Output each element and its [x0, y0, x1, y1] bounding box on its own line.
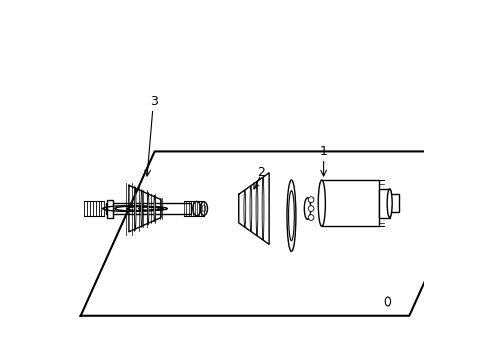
Ellipse shape	[244, 190, 245, 227]
FancyBboxPatch shape	[322, 180, 379, 226]
Circle shape	[308, 206, 314, 211]
Ellipse shape	[202, 205, 206, 212]
Ellipse shape	[262, 177, 264, 240]
Text: 1: 1	[319, 145, 327, 158]
Ellipse shape	[287, 180, 296, 251]
Ellipse shape	[250, 186, 252, 231]
FancyBboxPatch shape	[106, 203, 192, 214]
Ellipse shape	[154, 195, 155, 222]
Text: 2: 2	[257, 166, 265, 179]
Ellipse shape	[289, 191, 294, 241]
Circle shape	[308, 197, 314, 203]
FancyBboxPatch shape	[390, 194, 398, 212]
Ellipse shape	[256, 181, 258, 236]
Circle shape	[308, 215, 314, 220]
Ellipse shape	[141, 190, 143, 228]
Ellipse shape	[147, 193, 149, 225]
Text: 3: 3	[150, 95, 158, 108]
Polygon shape	[239, 173, 269, 244]
Ellipse shape	[385, 297, 391, 306]
Ellipse shape	[200, 202, 207, 215]
FancyBboxPatch shape	[379, 189, 390, 217]
Ellipse shape	[135, 187, 136, 230]
FancyBboxPatch shape	[107, 200, 113, 217]
Ellipse shape	[318, 180, 325, 226]
Ellipse shape	[304, 198, 311, 219]
Ellipse shape	[387, 189, 392, 217]
